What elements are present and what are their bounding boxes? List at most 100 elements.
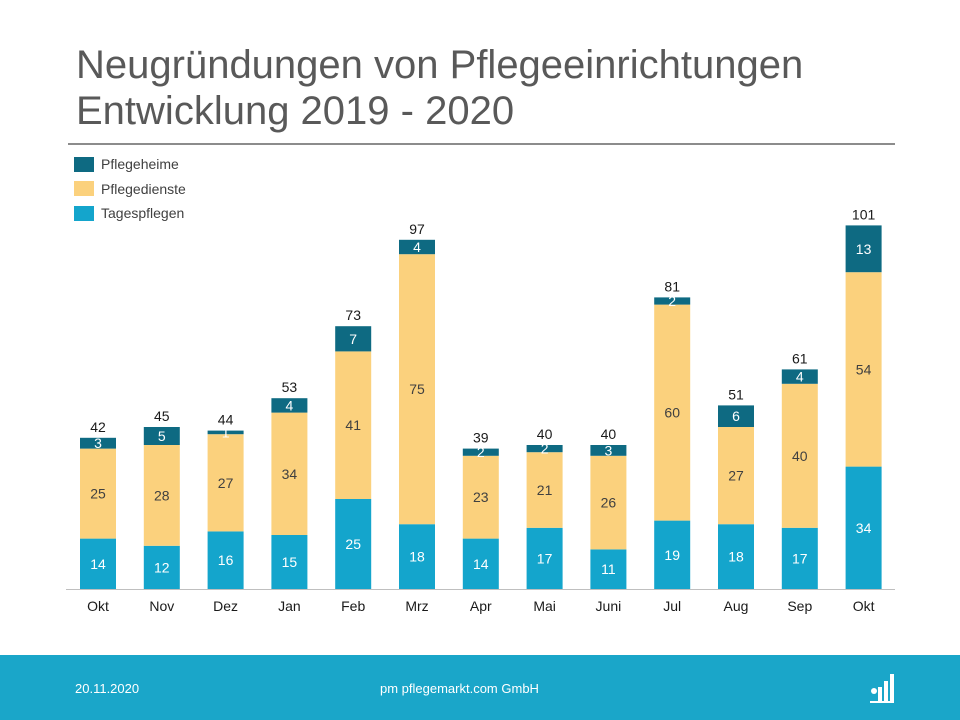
data-label: 2 xyxy=(668,293,676,309)
x-tick-label: Mrz xyxy=(405,598,428,614)
data-label: 26 xyxy=(601,495,617,511)
legend-swatch xyxy=(74,205,94,221)
data-label: 14 xyxy=(473,556,489,572)
data-label: 1 xyxy=(222,424,230,440)
x-tick-label: Aug xyxy=(724,598,749,614)
legend-swatch xyxy=(74,181,94,197)
bar-segment-pflegeheime xyxy=(207,430,244,435)
stacked-bar-chart: 1425342Okt1228545Nov1627144Dez1534453Jan… xyxy=(66,206,895,614)
x-tick-label: Jul xyxy=(663,598,681,614)
bar-segment-pflegeheime xyxy=(399,239,435,255)
bar-segment-pflegeheime xyxy=(335,326,372,352)
footer-company: pm pflegemarkt.com GmbH xyxy=(380,681,539,696)
bar-segment-tagespflegen xyxy=(718,524,754,589)
bar-segment-tagespflegen xyxy=(335,499,372,589)
data-label: 2 xyxy=(477,444,485,460)
data-label: 41 xyxy=(345,417,361,433)
x-tick-label: Nov xyxy=(149,598,174,614)
footer-date: 20.11.2020 xyxy=(75,681,140,696)
x-tick-label: Okt xyxy=(853,598,875,614)
pflegemarkt-logo-icon xyxy=(870,674,894,703)
data-label: 28 xyxy=(154,487,170,503)
bar-segment-tagespflegen xyxy=(526,527,563,589)
total-label: 40 xyxy=(601,426,617,442)
data-label: 2 xyxy=(541,441,549,457)
data-label: 11 xyxy=(601,561,616,577)
total-label: 53 xyxy=(282,379,298,395)
bar-segment-tagespflegen xyxy=(399,524,435,589)
data-label: 23 xyxy=(473,489,489,505)
legend: Pflegeheime Pflegedienste Tagespflegen xyxy=(74,152,186,226)
title-line-1: Neugründungen von Pflegeeinrichtungen xyxy=(76,43,804,87)
data-label: 15 xyxy=(282,554,298,570)
total-label: 39 xyxy=(473,430,489,446)
bar-segment-tagespflegen xyxy=(845,466,882,589)
data-label: 6 xyxy=(732,408,740,424)
data-label: 7 xyxy=(349,331,357,347)
legend-item-pflegeheime: Pflegeheime xyxy=(74,152,186,177)
title-line-2: Entwicklung 2019 - 2020 xyxy=(76,89,515,133)
data-label: 17 xyxy=(537,550,553,566)
bar-segment-pflegedienste xyxy=(207,434,244,532)
bar-segment-pflegedienste xyxy=(271,412,308,535)
total-label: 40 xyxy=(537,426,553,442)
bar-segment-tagespflegen xyxy=(590,549,627,589)
bar-segment-pflegedienste xyxy=(590,455,627,550)
x-tick-label: Sep xyxy=(787,598,812,614)
legend-item-tagespflegen: Tagespflegen xyxy=(74,201,186,226)
footer-bar: 20.11.2020 pm pflegemarkt.com GmbH xyxy=(0,655,960,720)
data-label: 54 xyxy=(856,361,872,377)
bar-segment-pflegeheime xyxy=(80,437,116,449)
bar-segment-pflegedienste xyxy=(781,383,818,528)
bar-segment-tagespflegen xyxy=(654,520,691,589)
total-label: 73 xyxy=(345,307,361,323)
bar-segment-pflegedienste xyxy=(80,448,116,539)
bar-segment-pflegedienste xyxy=(654,304,691,521)
bar-segment-pflegeheime xyxy=(143,427,180,445)
bar-segment-pflegedienste xyxy=(335,351,372,499)
bar-segment-pflegedienste xyxy=(462,455,499,539)
data-label: 4 xyxy=(796,369,804,385)
chart-title: Neugründungen von Pflegeeinrichtungen En… xyxy=(76,42,803,134)
data-label: 5 xyxy=(158,428,166,444)
bar-segment-pflegedienste xyxy=(526,452,563,528)
legend-label: Tagespflegen xyxy=(101,205,185,222)
total-label: 61 xyxy=(792,350,808,366)
data-label: 27 xyxy=(218,475,234,491)
legend-label: Pflegedienste xyxy=(101,180,186,197)
total-label: 97 xyxy=(409,221,425,237)
title-divider xyxy=(68,143,895,145)
bar-segment-tagespflegen xyxy=(271,535,308,589)
data-label: 60 xyxy=(664,405,680,421)
bar-segment-pflegedienste xyxy=(845,272,882,467)
legend-label: Pflegeheime xyxy=(101,156,179,173)
legend-swatch xyxy=(74,156,94,172)
total-label: 81 xyxy=(664,278,680,294)
total-label: 42 xyxy=(90,419,106,435)
bar-segment-tagespflegen xyxy=(143,545,180,589)
bar-segment-pflegeheime xyxy=(718,405,754,427)
data-label: 3 xyxy=(605,442,613,458)
bar-segment-pflegeheime xyxy=(271,398,308,413)
bar-segment-pflegeheime xyxy=(845,225,882,273)
x-tick-label: Okt xyxy=(87,598,109,614)
bar-segment-tagespflegen xyxy=(207,531,244,589)
data-label: 17 xyxy=(792,550,808,566)
data-label: 40 xyxy=(792,448,808,464)
x-tick-label: Dez xyxy=(213,598,238,614)
data-label: 25 xyxy=(345,536,361,552)
data-label: 27 xyxy=(728,468,744,484)
bar-segment-tagespflegen xyxy=(781,527,818,589)
data-label: 21 xyxy=(537,482,553,498)
bar-segment-pflegedienste xyxy=(718,427,754,525)
total-label: 51 xyxy=(728,386,744,402)
x-tick-label: Mai xyxy=(533,598,556,614)
data-label: 3 xyxy=(94,435,102,451)
bar-segment-pflegeheime xyxy=(654,297,691,305)
data-label: 12 xyxy=(154,559,170,575)
bar-segment-pflegeheime xyxy=(462,448,499,456)
legend-item-pflegedienste: Pflegedienste xyxy=(74,177,186,202)
data-label: 19 xyxy=(664,547,680,563)
bar-segment-pflegeheime xyxy=(526,445,563,453)
data-label: 34 xyxy=(856,520,872,536)
